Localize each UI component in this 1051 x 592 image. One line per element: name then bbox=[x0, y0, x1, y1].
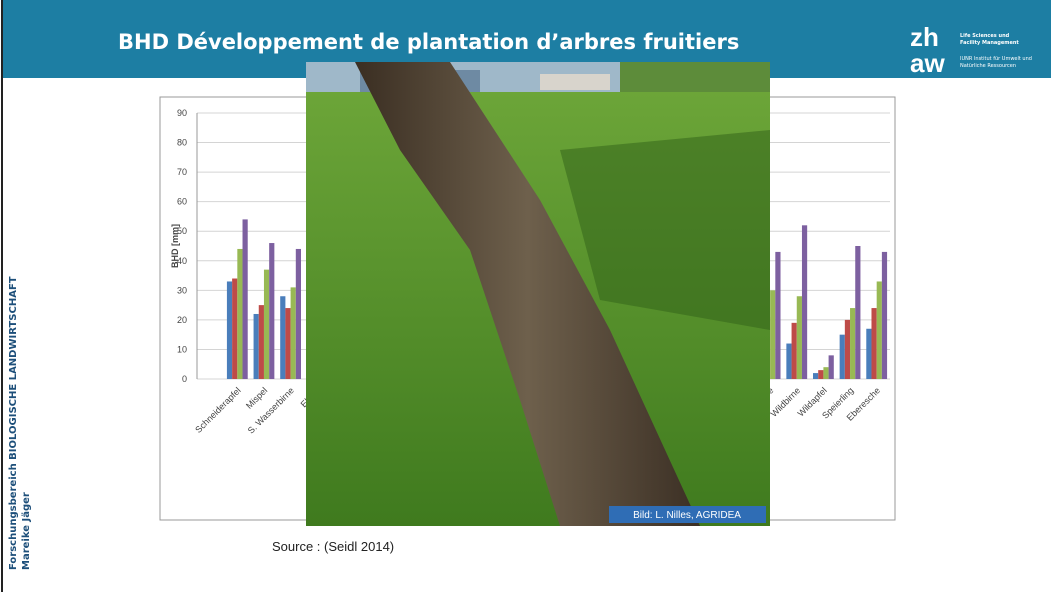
y-tick-label: 90 bbox=[177, 108, 187, 118]
logo-text: IUNR Institut für Umwelt und bbox=[960, 56, 1032, 62]
bar bbox=[232, 279, 237, 379]
bar bbox=[770, 290, 775, 379]
y-tick-label: 60 bbox=[177, 197, 187, 207]
logo-text: Life Sciences und bbox=[960, 33, 1010, 39]
y-tick-label: 50 bbox=[177, 226, 187, 236]
bar bbox=[845, 320, 850, 379]
bar bbox=[877, 281, 882, 379]
sidebar-text: Mareike Jäger bbox=[21, 492, 32, 570]
bar bbox=[259, 305, 264, 379]
bar bbox=[280, 296, 285, 379]
logo-text: Facility Management bbox=[960, 40, 1019, 46]
y-tick-label: 80 bbox=[177, 138, 187, 148]
bar bbox=[792, 323, 797, 379]
bar bbox=[285, 308, 290, 379]
bar bbox=[823, 367, 828, 379]
bar bbox=[866, 329, 871, 379]
bar bbox=[243, 219, 248, 379]
logo-text: Natürliche Ressourcen bbox=[960, 63, 1016, 69]
y-tick-label: 20 bbox=[177, 315, 187, 325]
bar bbox=[802, 225, 807, 379]
y-tick-label: 10 bbox=[177, 344, 187, 354]
bar bbox=[855, 246, 860, 379]
source: Source : (Seidl 2014) bbox=[272, 539, 394, 554]
bar bbox=[269, 243, 274, 379]
logo-mark: aw bbox=[910, 48, 945, 78]
bar bbox=[227, 281, 232, 379]
bar bbox=[291, 287, 296, 379]
bar bbox=[775, 252, 780, 379]
y-tick-label: 40 bbox=[177, 256, 187, 266]
sidebar-text: Forschungsbereich BIOLOGISCHE LANDWIRTSC… bbox=[8, 276, 19, 570]
bar bbox=[237, 249, 242, 379]
slide: BHD Développement de plantation d’arbres… bbox=[0, 0, 1051, 592]
bar bbox=[296, 249, 301, 379]
bar bbox=[829, 355, 834, 379]
photo-trees bbox=[620, 62, 770, 92]
bar bbox=[818, 370, 823, 379]
bar bbox=[786, 344, 791, 379]
bar bbox=[882, 252, 887, 379]
bar bbox=[850, 308, 855, 379]
y-tick-label: 30 bbox=[177, 285, 187, 295]
photo-credit: Bild: L. Nilles, AGRIDEA bbox=[633, 510, 741, 521]
bar bbox=[264, 270, 269, 379]
y-tick-label: 70 bbox=[177, 167, 187, 177]
photo-building bbox=[540, 74, 610, 90]
bar bbox=[813, 373, 818, 379]
bar bbox=[254, 314, 259, 379]
y-tick-label: 0 bbox=[182, 374, 187, 384]
photo bbox=[306, 62, 770, 526]
bar bbox=[797, 296, 802, 379]
slide-title: BHD Développement de plantation d’arbres… bbox=[118, 30, 739, 54]
bar bbox=[871, 308, 876, 379]
bar bbox=[840, 335, 845, 379]
